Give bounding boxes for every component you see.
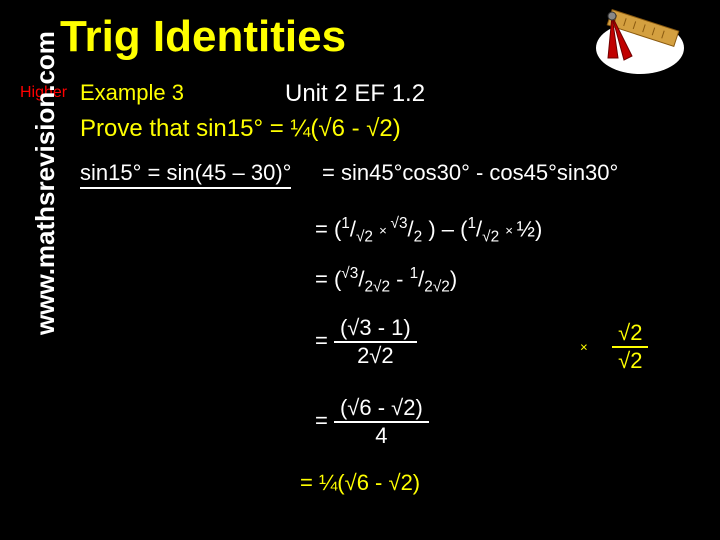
f1-den: √2 (356, 229, 373, 246)
step-2-pre: = ( (315, 216, 341, 241)
step-4-num: (√3 - 1) (334, 315, 417, 343)
step-3-pre: = ( (315, 266, 341, 291)
rat-den: √2 (612, 348, 648, 374)
mult-3: × (580, 340, 588, 355)
mult-2: × (505, 223, 516, 238)
step-5-den: 4 (334, 423, 429, 449)
step-1-rhs: = sin45°cos30° - cos45°sin30° (322, 160, 618, 185)
step-1: sin15° = sin(45 – 30)° = sin45°cos30° - … (80, 160, 618, 186)
f2-num: √3 (391, 215, 408, 232)
f5-num: √3 (341, 265, 358, 282)
rat-num: √2 (612, 320, 648, 348)
step-5-num: (√6 - √2) (334, 395, 429, 423)
half: ½ (517, 216, 535, 241)
step-5-eq: = (315, 408, 334, 433)
step-3-end: ) (450, 266, 457, 291)
unit-label: Unit 2 EF 1.2 (285, 80, 425, 108)
f5-den: 2√2 (364, 279, 390, 296)
step-6-result: = ¼(√6 - √2) (300, 470, 420, 496)
step-3-minus: - (396, 266, 409, 291)
rationalize-frac: √2 √2 (612, 320, 648, 374)
website-watermark: www.mathsrevision.com (30, 31, 61, 335)
step-4: = (√3 - 1) 2√2 (315, 315, 417, 369)
step-5-frac: (√6 - √2) 4 (334, 395, 429, 449)
step-5: = (√6 - √2) 4 (315, 395, 429, 449)
step-4-frac: (√3 - 1) 2√2 (334, 315, 417, 369)
f1-num: 1 (341, 215, 350, 232)
step-1-lhs: sin15° = sin(45 – 30)° (80, 160, 291, 189)
example-number: Example 3 (80, 80, 184, 106)
page-title: Trig Identities (60, 12, 346, 62)
f3-num: 1 (467, 215, 476, 232)
step-4-den: 2√2 (334, 343, 417, 369)
step-4-multiplier: × √2 √2 (580, 320, 648, 374)
f6-num: 1 (410, 265, 419, 282)
step-2-end: ) (535, 216, 542, 241)
f3-den: √2 (482, 229, 499, 246)
step-4-eq: = (315, 328, 334, 353)
prove-statement: Prove that sin15° = ¼(√6 - √2) (80, 115, 401, 143)
step-2-mid: ) – ( (428, 216, 467, 241)
step-3: = (√3/2√2 - 1/2√2) (315, 265, 457, 297)
step-2: = (1/√2 × √3/2 ) – (1/√2 × ½) (315, 215, 542, 247)
f2-den: 2 (414, 229, 423, 246)
math-tools-clipart (590, 8, 690, 78)
f6-den: 2√2 (424, 279, 450, 296)
mult-1: × (379, 223, 390, 238)
